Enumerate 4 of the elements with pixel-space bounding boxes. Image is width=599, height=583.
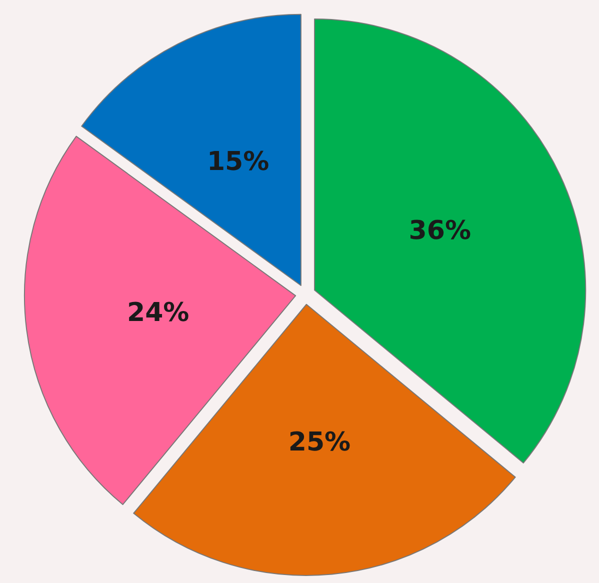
data-label: 24% xyxy=(126,298,190,328)
data-label: 15% xyxy=(206,147,270,178)
data-label: 25% xyxy=(288,427,351,458)
data-label: 36% xyxy=(408,216,472,246)
